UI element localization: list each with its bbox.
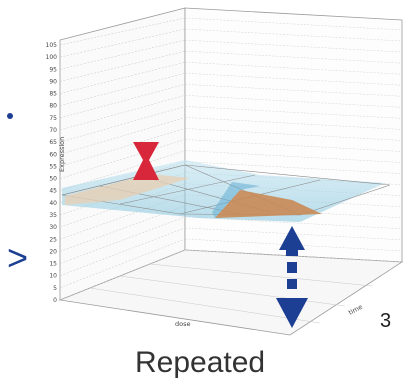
greater-than-symbol: > — [7, 237, 28, 278]
y-tick-label: 40 — [49, 200, 57, 207]
grid-line — [184, 128, 403, 141]
grid-line — [184, 106, 403, 119]
grid-line — [59, 17, 186, 46]
grid-line — [59, 28, 186, 58]
grid-line — [59, 84, 186, 119]
floor-grid — [89, 263, 373, 324]
y-tick-label: 80 — [49, 103, 57, 110]
y-tick-label: 45 — [49, 188, 57, 195]
grid-line — [59, 194, 186, 240]
grid-line — [184, 50, 403, 64]
grid-line — [184, 216, 403, 230]
grid-line — [184, 17, 403, 31]
grid-line — [184, 117, 403, 130]
y-tick-label: 70 — [49, 127, 57, 134]
grid-line — [59, 95, 186, 131]
red-hourglass-marker — [133, 142, 159, 180]
grid-line — [184, 61, 403, 75]
y-tick-label: 20 — [49, 248, 57, 255]
grid-line — [59, 39, 186, 70]
y-tick-label: 90 — [49, 78, 57, 85]
grid-line — [184, 72, 403, 86]
caption-repeated: Repeated — [135, 346, 265, 378]
grid-line — [184, 150, 403, 163]
y-axis-label: Expression — [58, 137, 66, 172]
orange-surface-patch — [215, 190, 322, 218]
grid-line — [59, 128, 186, 167]
blue-double-arrow — [276, 226, 308, 328]
grid-line — [59, 106, 186, 143]
left-wall — [59, 7, 186, 301]
y-tick-label: 85 — [49, 91, 57, 98]
y-axis-ticks: 0 5 10 15 20 25 30 35 40 45 50 55 60 65 70 75 80 85 90 95 10… — [46, 42, 58, 304]
grid-line — [59, 117, 186, 155]
grid-line — [59, 205, 186, 252]
y-tick-label: 25 — [49, 236, 57, 243]
grid-line — [59, 139, 186, 179]
y-tick-label: 100 — [46, 54, 58, 61]
y-tick-label: 105 — [46, 42, 58, 49]
blue-dot — [7, 113, 13, 119]
grid-line — [59, 216, 186, 264]
y-tick-label: 35 — [49, 212, 57, 219]
y-tick-label: 75 — [49, 115, 57, 122]
y-tick-label: 0 — [53, 297, 57, 304]
grid-line — [59, 249, 186, 301]
grid-line — [184, 139, 403, 152]
y-tick-label: 55 — [49, 163, 57, 170]
y-tick-label: 10 — [49, 273, 57, 280]
y-tick-label: 5 — [53, 285, 57, 292]
z-axis-label: time — [347, 303, 364, 317]
corner-number: 3 — [380, 310, 391, 332]
grid-line — [59, 227, 186, 276]
x-axis-label: dose — [175, 320, 191, 328]
grid-line — [59, 238, 186, 289]
grid-line — [184, 28, 403, 42]
y-tick-label: 50 — [49, 176, 57, 183]
tan-surface-patch — [65, 174, 190, 205]
grid-line — [184, 95, 403, 108]
y-tick-label: 95 — [49, 66, 57, 73]
grid-line — [59, 72, 186, 106]
grid-line — [184, 39, 403, 53]
y-tick-label: 30 — [49, 224, 57, 231]
grid-line — [59, 61, 186, 94]
blue-edge-patch — [212, 182, 260, 218]
y-tick-label: 65 — [49, 139, 57, 146]
y-tick-label: 15 — [49, 261, 57, 268]
grid-line — [59, 50, 186, 82]
grid-line — [184, 84, 403, 97]
grid-line — [184, 161, 403, 174]
y-tick-label: 60 — [49, 151, 57, 158]
